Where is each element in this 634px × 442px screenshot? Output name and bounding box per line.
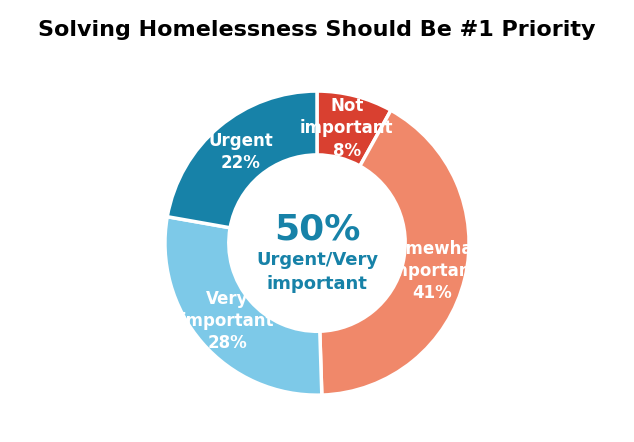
- Wedge shape: [320, 110, 469, 395]
- Wedge shape: [317, 91, 391, 166]
- Text: Not
important
8%: Not important 8%: [300, 97, 394, 160]
- Text: 50%: 50%: [274, 213, 360, 247]
- Text: Urgent/Very
important: Urgent/Very important: [256, 251, 378, 293]
- Wedge shape: [167, 91, 317, 228]
- Text: Somewhat
important
41%: Somewhat important 41%: [383, 240, 481, 302]
- Title: Solving Homelessness Should Be #1 Priority: Solving Homelessness Should Be #1 Priori…: [38, 20, 596, 40]
- Text: Urgent
22%: Urgent 22%: [209, 132, 273, 172]
- Text: Very
important
28%: Very important 28%: [181, 290, 274, 352]
- Wedge shape: [165, 217, 322, 395]
